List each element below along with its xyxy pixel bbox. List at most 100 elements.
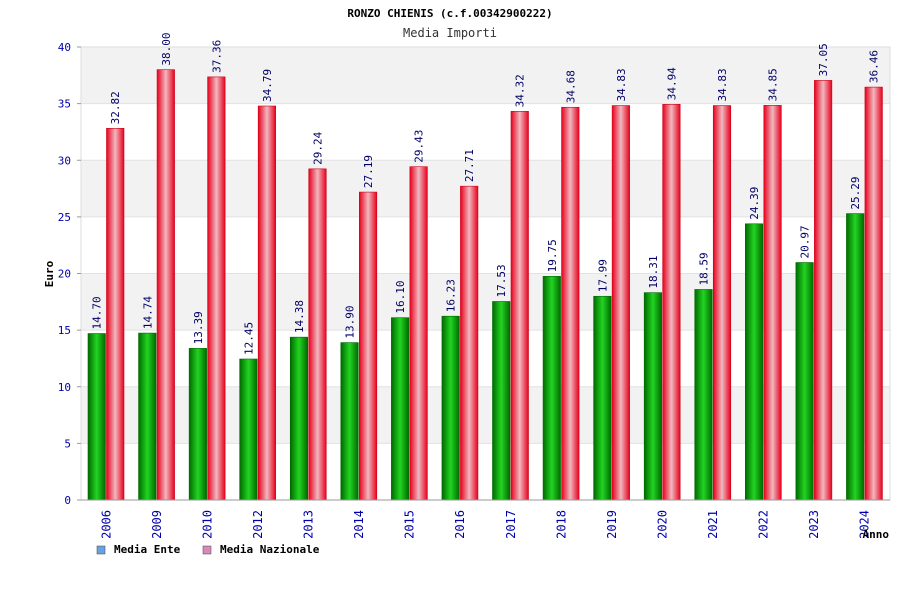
data-label: 34.32 bbox=[514, 74, 527, 107]
bar-media-ente-2017 bbox=[492, 301, 511, 501]
y-tick-label: 10 bbox=[58, 381, 71, 394]
data-label: 16.10 bbox=[394, 281, 407, 314]
legend-label-media-ente: Media Ente bbox=[114, 543, 181, 556]
bar-media-ente-2014 bbox=[340, 342, 359, 501]
y-axis-label: Euro bbox=[43, 260, 56, 287]
data-label: 18.31 bbox=[647, 256, 660, 289]
bar-media-ente-2013 bbox=[289, 336, 309, 501]
data-label: 34.94 bbox=[665, 67, 678, 100]
data-label: 37.36 bbox=[210, 40, 223, 73]
y-tick-label: 5 bbox=[64, 437, 71, 450]
chart-subtitle: Media Importi bbox=[403, 26, 497, 40]
data-label: 24.39 bbox=[748, 187, 761, 220]
bar-media-ente-2010 bbox=[188, 348, 207, 501]
data-label: 27.71 bbox=[463, 149, 476, 182]
data-label: 13.90 bbox=[344, 305, 357, 338]
y-tick-label: 20 bbox=[58, 268, 71, 281]
bar-media-nazionale-2012 bbox=[257, 105, 276, 501]
bar-media-nazionale-2006 bbox=[106, 128, 125, 501]
x-tick-label: 2024 bbox=[858, 510, 872, 539]
bar-media-nazionale-2020 bbox=[662, 104, 681, 501]
y-tick-label: 40 bbox=[58, 41, 71, 54]
legend: Media Ente Media Nazionale bbox=[96, 543, 320, 556]
x-tick-label: 2014 bbox=[352, 510, 366, 539]
data-label: 37.05 bbox=[817, 43, 830, 76]
data-label: 16.23 bbox=[445, 279, 458, 312]
x-tick-label: 2016 bbox=[453, 510, 467, 539]
x-tick-label: 2009 bbox=[150, 510, 164, 539]
bar-media-nazionale-2010 bbox=[207, 76, 226, 501]
x-tick-label: 2010 bbox=[200, 510, 214, 539]
data-label: 17.53 bbox=[495, 264, 508, 297]
bar-media-ente-2024 bbox=[846, 213, 865, 501]
bar-media-nazionale-2014 bbox=[359, 191, 378, 501]
bar-media-ente-2022 bbox=[745, 223, 764, 501]
bar-media-ente-2006 bbox=[87, 333, 106, 501]
data-label: 20.97 bbox=[799, 225, 812, 258]
bar-media-ente-2020 bbox=[643, 292, 662, 501]
y-tick-label: 25 bbox=[58, 211, 71, 224]
legend-swatch-media-nazionale bbox=[202, 545, 212, 555]
data-label: 17.99 bbox=[596, 259, 609, 292]
bars: 14.70 32.82 14.74 38.00 13.39 37.36 12.45 34.79… bbox=[87, 33, 883, 501]
data-label: 14.38 bbox=[293, 300, 306, 333]
data-label: 36.46 bbox=[868, 50, 881, 83]
x-tick-label: 2017 bbox=[504, 510, 518, 539]
data-label: 34.79 bbox=[261, 69, 274, 102]
chart-title: RONZO CHIENIS (c.f.00342900222) bbox=[347, 7, 552, 20]
data-label: 34.85 bbox=[767, 68, 780, 101]
legend-swatch-media-ente bbox=[96, 545, 106, 555]
bar-media-nazionale-2016 bbox=[460, 185, 479, 501]
data-label: 27.19 bbox=[362, 155, 375, 188]
bar-media-ente-2015 bbox=[391, 317, 410, 501]
y-axis-ticks: 0 5 10 15 20 25 30 35 40 bbox=[58, 41, 81, 507]
bar-media-nazionale-2017 bbox=[510, 111, 529, 501]
bar-media-nazionale-2009 bbox=[156, 69, 175, 501]
data-label: 13.39 bbox=[192, 311, 205, 344]
bar-media-ente-2023 bbox=[795, 262, 814, 501]
x-tick-label: 2023 bbox=[807, 510, 821, 539]
y-tick-label: 30 bbox=[58, 154, 71, 167]
bar-media-nazionale-2013 bbox=[308, 168, 327, 501]
y-tick-label: 0 bbox=[64, 494, 71, 507]
data-label: 32.82 bbox=[109, 91, 122, 124]
y-tick-label: 15 bbox=[58, 324, 71, 337]
x-tick-label: 2019 bbox=[605, 510, 619, 539]
bar-media-ente-2021 bbox=[694, 289, 713, 501]
bar-media-ente-2019 bbox=[593, 295, 612, 501]
x-tick-label: 2012 bbox=[251, 510, 265, 539]
bar-media-ente-2012 bbox=[239, 358, 258, 501]
bar-media-nazionale-2018 bbox=[561, 106, 580, 501]
data-label: 25.29 bbox=[849, 176, 862, 209]
x-axis-ticks: 2006 2009 2010 2012 2013 2014 2015 2016 2017 2018… bbox=[99, 510, 871, 539]
x-tick-label: 2018 bbox=[554, 510, 568, 539]
legend-label-media-nazionale: Media Nazionale bbox=[220, 543, 320, 556]
bar-media-nazionale-2015 bbox=[409, 166, 428, 501]
data-label: 34.68 bbox=[564, 70, 577, 103]
x-tick-label: 2013 bbox=[302, 510, 316, 539]
data-label: 34.83 bbox=[615, 68, 628, 101]
bar-media-nazionale-2022 bbox=[763, 105, 782, 501]
data-label: 29.24 bbox=[312, 131, 325, 164]
y-tick-label: 35 bbox=[58, 98, 71, 111]
bar-media-nazionale-2023 bbox=[814, 80, 833, 501]
data-label: 12.45 bbox=[242, 322, 255, 355]
data-label: 38.00 bbox=[160, 33, 173, 66]
data-label: 29.43 bbox=[413, 130, 426, 163]
bar-media-ente-2018 bbox=[542, 276, 561, 501]
data-label: 14.74 bbox=[141, 296, 154, 329]
bar-media-nazionale-2021 bbox=[712, 105, 732, 501]
x-tick-label: 2021 bbox=[706, 510, 720, 539]
bar-media-nazionale-2024 bbox=[864, 86, 883, 501]
x-tick-label: 2020 bbox=[655, 510, 669, 539]
x-tick-label: 2022 bbox=[757, 510, 771, 539]
bar-media-ente-2016 bbox=[441, 315, 460, 501]
data-label: 34.83 bbox=[716, 68, 729, 101]
bar-media-ente-2009 bbox=[138, 332, 157, 501]
x-tick-label: 2015 bbox=[403, 510, 417, 539]
x-tick-label: 2006 bbox=[99, 510, 113, 539]
x-axis-label: Anno bbox=[863, 528, 890, 541]
bar-media-nazionale-2019 bbox=[611, 105, 630, 501]
data-label: 19.75 bbox=[546, 239, 559, 272]
